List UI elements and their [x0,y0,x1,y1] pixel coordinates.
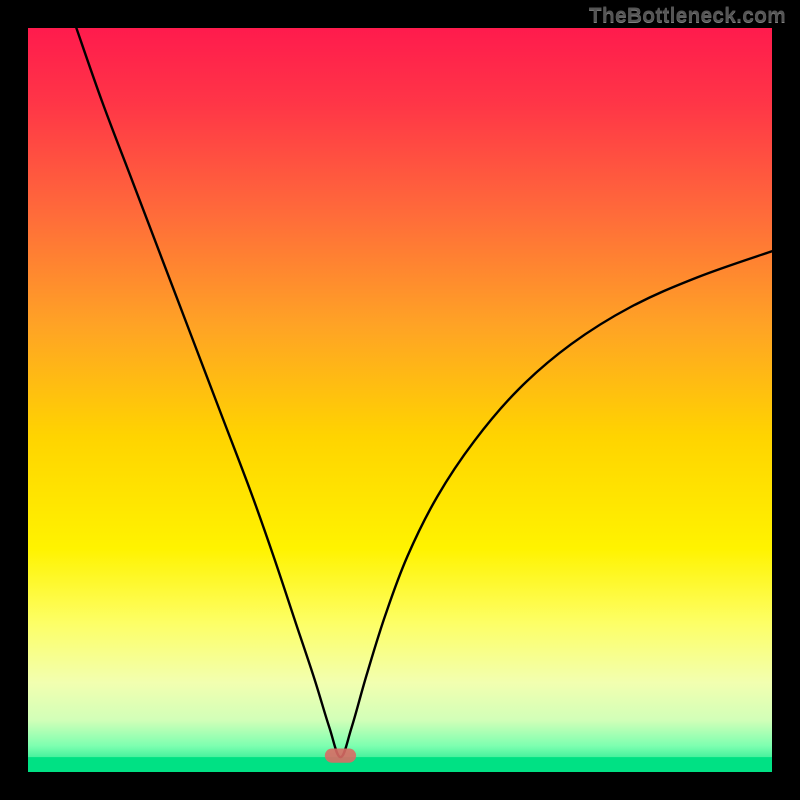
chart-frame [28,28,772,772]
watermark-text: TheBottleneck.com [589,4,786,28]
bottleneck-chart [28,28,772,772]
optimal-marker [325,749,356,763]
chart-background [28,28,772,772]
bottom-band [28,757,772,772]
